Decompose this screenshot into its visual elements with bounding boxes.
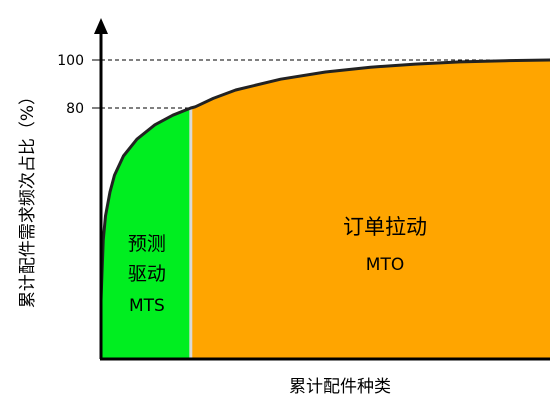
y-axis-arrow — [94, 18, 108, 34]
region-label-mto-1: 订单拉动 — [343, 215, 427, 239]
region-label-mts-2: 驱动 — [128, 263, 166, 285]
cumulative-curve — [99, 58, 550, 302]
region-label-mts-1: 预测 — [128, 233, 166, 255]
region-area-1 — [101, 108, 191, 359]
area-regions — [101, 60, 550, 359]
region-area-2 — [190, 60, 550, 359]
reference-lines — [101, 59, 550, 109]
region-label-mto-2: MTO — [366, 255, 404, 275]
cumulative-curve-group — [99, 58, 550, 302]
region-label-mts-3: MTS — [129, 296, 165, 316]
y-tick-label-100: 100 — [57, 53, 84, 69]
y-axis-title: 累计配件需求频次占比（%） — [18, 88, 38, 308]
y-tick-label-80: 80 — [66, 101, 84, 117]
y-tick-labels: 80 100 — [57, 53, 101, 117]
x-axis-title: 累计配件种类 — [289, 377, 391, 397]
